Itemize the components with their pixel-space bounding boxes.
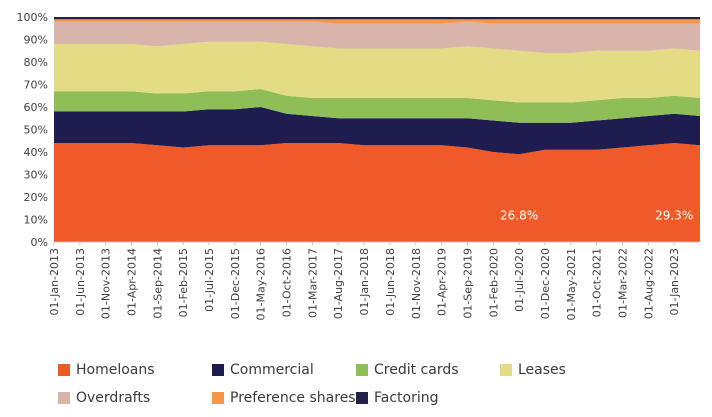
area-preference-shares — [54, 19, 700, 24]
area-overdrafts — [54, 21, 700, 53]
y-tick-label: 0% — [31, 236, 48, 249]
y-tick-label: 20% — [24, 191, 48, 204]
y-tick-label: 50% — [24, 124, 48, 137]
x-tick-label: 01-Oct-2016 — [281, 248, 294, 317]
y-tick-label: 40% — [24, 146, 48, 159]
y-tick-label: 70% — [24, 79, 48, 92]
x-tick-label: 01-Feb-2015 — [177, 248, 190, 317]
x-tick-label: 01-Jun-2013 — [74, 248, 87, 316]
x-tick-label: 01-Sep-2019 — [461, 248, 474, 319]
axes-group — [53, 241, 700, 245]
x-tick-label: 01-Feb-2020 — [487, 248, 500, 317]
x-tick-label: 01-Jul-2015 — [203, 248, 216, 312]
area-factoring — [54, 17, 700, 20]
y-tick-label: 80% — [24, 56, 48, 69]
x-tick-label: 01-Jul-2020 — [513, 248, 526, 312]
x-tick-label: 01-Mar-2022 — [616, 248, 629, 318]
data-annotation: 26.8% — [500, 209, 538, 223]
y-tick-label: 30% — [24, 169, 48, 182]
x-tick-label: 01-Oct-2021 — [591, 248, 604, 317]
x-tick-label: 01-May-2016 — [255, 248, 268, 320]
x-tick-label: 01-Jan-2023 — [668, 248, 681, 316]
x-tick-label: 01-Jun-2018 — [384, 248, 397, 316]
area-credit-cards — [54, 89, 700, 123]
x-tick-labels: 01-Jan-2013 01-Jun-2013 01-Nov-2013 01-Apr-… — [48, 248, 681, 320]
area-commercial — [54, 107, 700, 155]
y-tick-label: 100% — [17, 11, 48, 24]
area-series-group — [54, 17, 700, 242]
area-homeloans — [54, 143, 700, 242]
annotations-group: 26.8% 29.3% — [500, 209, 693, 223]
area-leases — [54, 41, 700, 103]
x-tick-label: 01-Jan-2013 — [48, 248, 61, 316]
x-tick-label: 01-Nov-2013 — [100, 248, 113, 319]
x-tick-label: 01-Nov-2018 — [410, 248, 423, 319]
x-tick-label: 01-Apr-2019 — [436, 248, 449, 316]
x-tick-label: 01-Aug-2017 — [332, 248, 345, 319]
y-tick-labels: 0% 10% 20% 30% 40% 50% 60% 70% 80% 90% 100% — [17, 11, 48, 249]
x-tick-label: 01-Dec-2015 — [229, 248, 242, 319]
y-tick-label: 90% — [24, 34, 48, 47]
y-tick-label: 60% — [24, 101, 48, 114]
x-tick-label: 01-Sep-2014 — [151, 248, 164, 319]
x-tick-label: 01-May-2021 — [565, 248, 578, 320]
x-tick-label: 01-Jan-2018 — [358, 248, 371, 316]
x-tick-label: 01-Apr-2014 — [126, 248, 139, 316]
y-tick-label: 10% — [24, 214, 48, 227]
x-tick-label: 01-Dec-2020 — [539, 248, 552, 319]
x-tick-label: 01-Mar-2017 — [306, 248, 319, 318]
x-tick-label: 01-Aug-2022 — [642, 248, 655, 319]
data-annotation: 29.3% — [655, 209, 693, 223]
